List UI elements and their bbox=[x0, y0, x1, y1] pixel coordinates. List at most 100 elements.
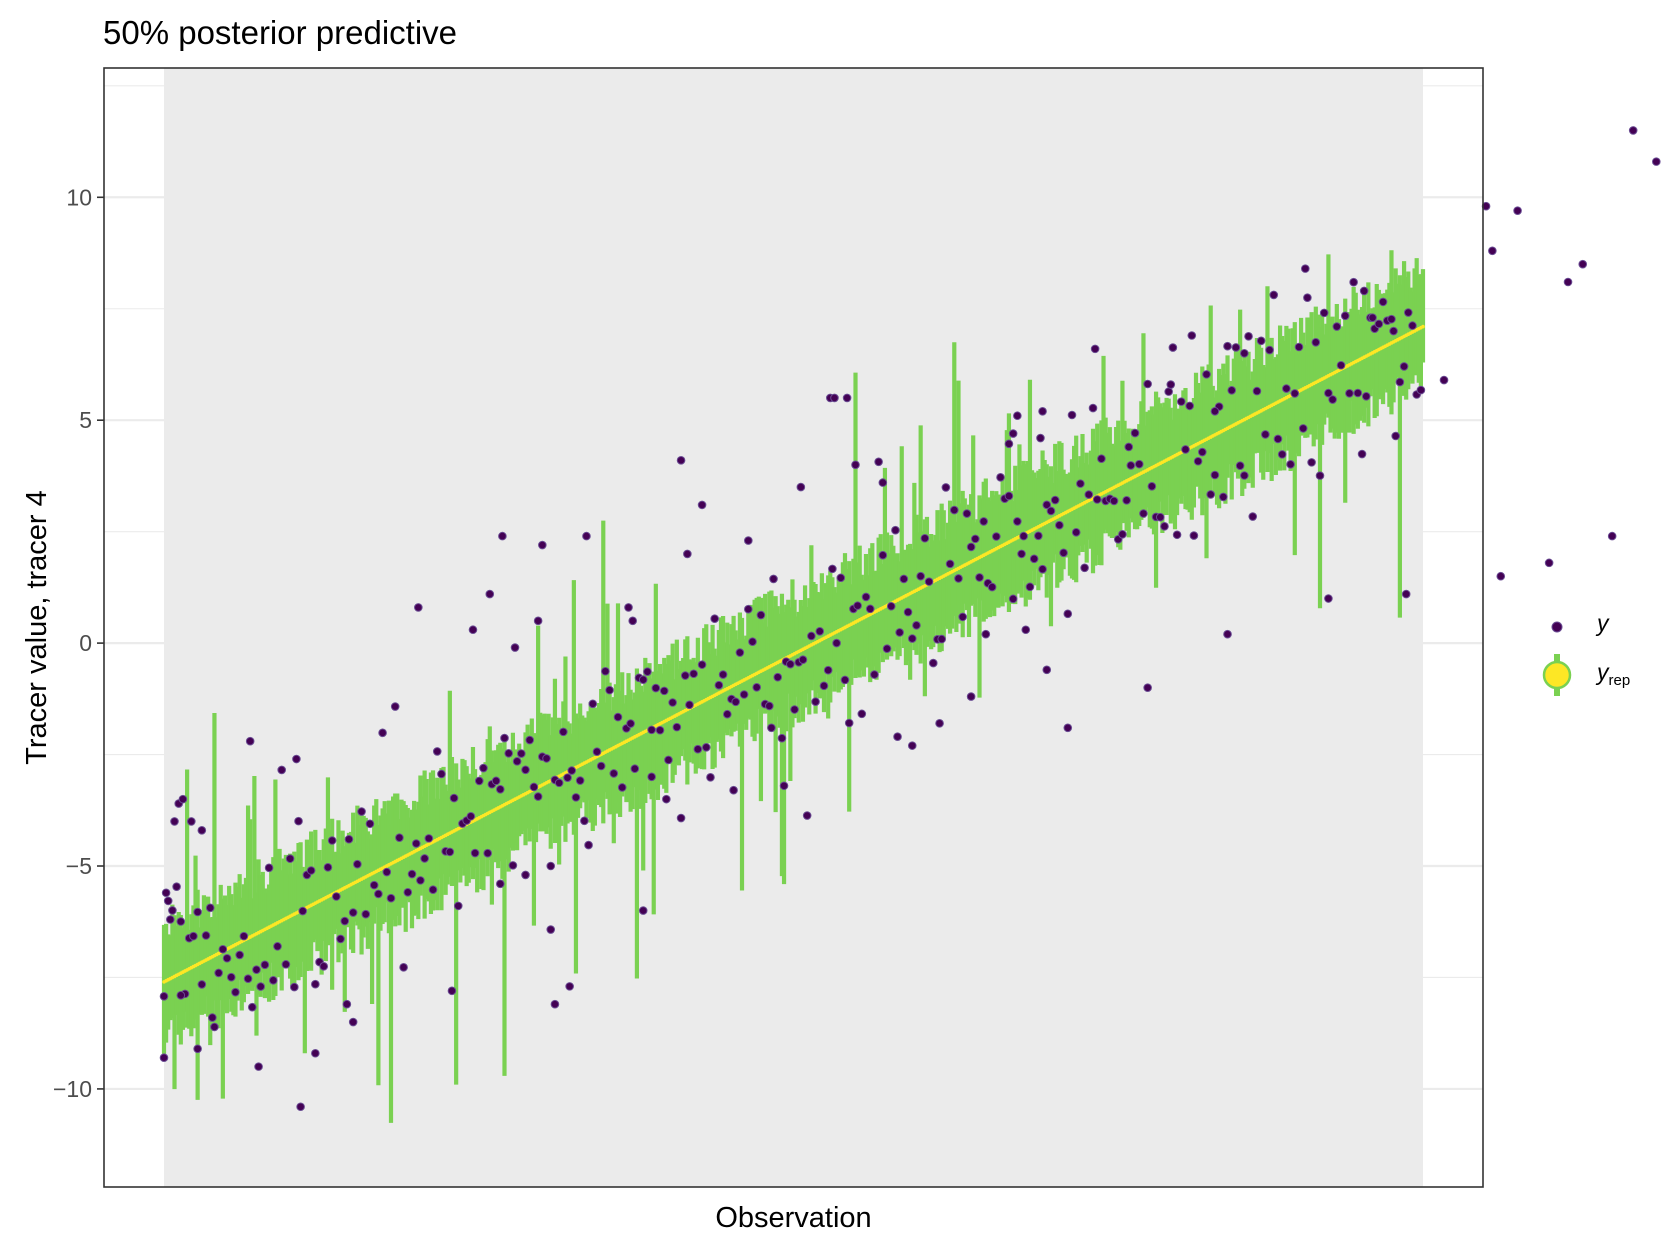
y-point-127 bbox=[424, 834, 434, 843]
y-point-459 bbox=[1122, 496, 1131, 505]
legend-label-yrep-sub: rep bbox=[1609, 672, 1631, 689]
y-point-63 bbox=[290, 982, 299, 992]
y-point-585 bbox=[1387, 314, 1396, 324]
y-point-483 bbox=[1172, 530, 1182, 540]
y-point-379 bbox=[954, 574, 963, 583]
y-point-19 bbox=[197, 980, 207, 989]
y-point-235 bbox=[651, 683, 661, 693]
y-point-selected-61 bbox=[1042, 665, 1052, 675]
y-point-17 bbox=[193, 907, 202, 917]
y-point-345 bbox=[882, 644, 892, 653]
y-point-437 bbox=[1076, 479, 1085, 488]
y-point-253 bbox=[689, 669, 698, 679]
y-point-233 bbox=[647, 725, 656, 735]
y-points bbox=[159, 126, 1661, 1112]
y-point-selected-35 bbox=[647, 772, 656, 782]
y-point-selected-18 bbox=[414, 603, 423, 612]
y-point-selected-31 bbox=[582, 531, 591, 541]
y-tick-label-3: 5 bbox=[79, 407, 92, 433]
y-point-569 bbox=[1353, 388, 1363, 398]
y-point-163 bbox=[500, 733, 509, 743]
y-point-359 bbox=[912, 621, 921, 630]
y-point-selected-24 bbox=[510, 643, 520, 652]
y-point-469 bbox=[1143, 379, 1152, 389]
y-point-37 bbox=[235, 950, 244, 960]
y-point-523 bbox=[1256, 336, 1266, 346]
y-point-161 bbox=[495, 785, 505, 794]
y-point-353 bbox=[899, 574, 909, 584]
y-point-217 bbox=[613, 712, 623, 722]
y-point-247 bbox=[676, 813, 686, 823]
y-point-507 bbox=[1223, 341, 1232, 351]
y-point-289 bbox=[765, 701, 774, 711]
y-point-293 bbox=[773, 672, 783, 682]
y-point-15 bbox=[189, 931, 198, 941]
y-point-317 bbox=[823, 665, 833, 675]
y-point-73 bbox=[311, 979, 320, 989]
y-point-321 bbox=[832, 638, 841, 648]
y-point-557 bbox=[1328, 395, 1337, 404]
y-point-selected-23 bbox=[498, 531, 507, 541]
y-point-241 bbox=[664, 755, 673, 765]
y-point-selected-42 bbox=[767, 723, 776, 733]
y-point-115 bbox=[399, 963, 408, 972]
y-point-183 bbox=[542, 754, 551, 763]
y-point-551 bbox=[1315, 471, 1325, 480]
y-point-545 bbox=[1303, 293, 1312, 302]
y-point-537 bbox=[1286, 460, 1295, 469]
y-point-415 bbox=[1029, 554, 1039, 564]
y-point-selected-79 bbox=[1488, 246, 1497, 256]
y-point-selected-55 bbox=[1004, 491, 1014, 501]
y-point-511 bbox=[1231, 343, 1241, 352]
y-point-257 bbox=[697, 660, 707, 669]
y-point-367 bbox=[928, 658, 938, 668]
plot-panel bbox=[103, 67, 1661, 1188]
y-point-487 bbox=[1181, 445, 1190, 454]
y-tick-label-1: −5 bbox=[66, 853, 92, 879]
y-point-45 bbox=[252, 965, 261, 974]
y-point-selected-2 bbox=[166, 915, 175, 924]
y-point-133 bbox=[437, 769, 446, 779]
y-point-167 bbox=[508, 861, 518, 870]
y-point-89 bbox=[344, 834, 354, 844]
y-point-41 bbox=[243, 974, 253, 983]
y-point-267 bbox=[718, 670, 728, 679]
y-point-471 bbox=[1147, 481, 1157, 491]
y-point-selected-86 bbox=[1628, 126, 1638, 135]
y-point-501 bbox=[1210, 470, 1220, 480]
y-point-431 bbox=[1063, 609, 1073, 619]
y-point-57 bbox=[277, 765, 287, 775]
y-point-selected-0 bbox=[159, 1053, 169, 1063]
y-point-339 bbox=[870, 670, 879, 679]
y-point-selected-36 bbox=[662, 794, 671, 804]
y-point-47 bbox=[256, 982, 265, 991]
y-point-169 bbox=[512, 757, 522, 766]
y-point-189 bbox=[554, 778, 564, 788]
y-point-selected-11 bbox=[245, 736, 255, 746]
yrep-points bbox=[162, 324, 1425, 984]
y-point-355 bbox=[903, 607, 913, 617]
y-point-selected-82 bbox=[1544, 558, 1554, 568]
y-point-565 bbox=[1345, 388, 1354, 398]
y-point-591 bbox=[1399, 362, 1409, 371]
y-point-491 bbox=[1189, 531, 1199, 540]
y-point-selected-1 bbox=[161, 888, 171, 898]
y-point-selected-49 bbox=[878, 478, 888, 487]
y-point-281 bbox=[748, 637, 757, 646]
y-point-165 bbox=[504, 748, 514, 758]
y-point-25 bbox=[210, 1022, 219, 1032]
y-point-205 bbox=[588, 699, 598, 709]
y-point-129 bbox=[428, 885, 438, 895]
y-point-selected-54 bbox=[981, 629, 991, 639]
y-point-207 bbox=[592, 747, 602, 756]
y-point-selected-14 bbox=[296, 1102, 305, 1112]
y-point-215 bbox=[609, 769, 619, 778]
y-point-193 bbox=[563, 773, 572, 782]
y-point-461 bbox=[1126, 461, 1136, 470]
y-point-573 bbox=[1361, 392, 1371, 401]
y-point-245 bbox=[672, 722, 682, 732]
y-point-selected-85 bbox=[1607, 531, 1617, 541]
y-point-selected-37 bbox=[676, 456, 686, 465]
y-point-305 bbox=[798, 655, 808, 664]
y-point-selected-65 bbox=[1143, 683, 1152, 692]
